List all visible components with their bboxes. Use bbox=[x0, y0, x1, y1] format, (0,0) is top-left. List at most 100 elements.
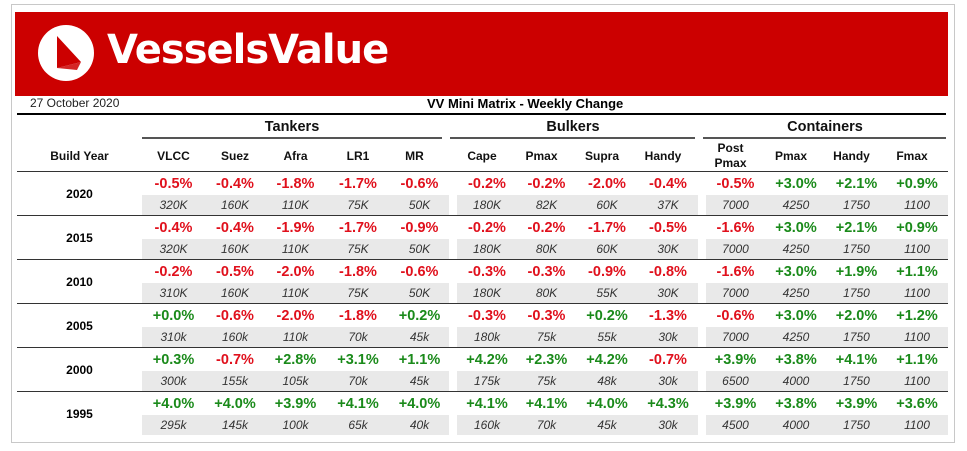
matrix-row-2020: 2020 -0.5% -0.4% -1.8% -1.7% -0.6% -0.2% -0.2% -… bbox=[17, 171, 948, 216]
matrix-size-row-1995: 295k 145k 100k 65k 40k 160k 70k 45k 30k 4500 4000 1… bbox=[17, 415, 948, 435]
col-header-lr1: LR1 bbox=[346, 149, 370, 163]
weekly-change-cell: +4.1% bbox=[827, 347, 886, 371]
weekly-change-cell: +3.8% bbox=[765, 347, 827, 371]
vessel-size-cell: 60K bbox=[576, 195, 638, 216]
weekly-change-cell: +3.0% bbox=[765, 171, 827, 195]
weekly-change-cell: -0.2% bbox=[142, 259, 205, 283]
vessel-size-cell: 4250 bbox=[765, 239, 827, 260]
group-gap bbox=[449, 303, 457, 327]
weekly-change-cell: +2.8% bbox=[265, 347, 326, 371]
weekly-change-cell: -0.3% bbox=[457, 259, 517, 283]
build-year-cell: 2000 bbox=[17, 347, 142, 392]
col-header-vlcc: VLCC bbox=[157, 149, 190, 163]
weekly-change-cell: -0.6% bbox=[706, 303, 765, 327]
group-gap bbox=[449, 371, 457, 392]
vessel-size-cell: 82K bbox=[517, 195, 576, 216]
vessel-size-cell: 160k bbox=[457, 415, 517, 435]
vessel-size-cell: 180K bbox=[457, 239, 517, 260]
weekly-change-cell: +2.0% bbox=[827, 303, 886, 327]
weekly-change-cell: -0.9% bbox=[576, 259, 638, 283]
group-gap bbox=[698, 215, 706, 239]
weekly-change-cell: -1.7% bbox=[576, 215, 638, 239]
build-year-cell: 2015 bbox=[17, 215, 142, 260]
weekly-change-cell: -0.4% bbox=[638, 171, 698, 195]
col-header-cape: Cape bbox=[467, 149, 497, 163]
vessel-size-cell: 6500 bbox=[706, 371, 765, 392]
weekly-change-cell: +3.9% bbox=[706, 391, 765, 415]
weekly-change-cell: +4.0% bbox=[390, 391, 449, 415]
vessel-size-cell: 110K bbox=[265, 239, 326, 260]
vessel-size-cell: 1100 bbox=[886, 239, 948, 260]
weekly-change-cell: -1.7% bbox=[326, 171, 390, 195]
weekly-change-cell: +1.1% bbox=[886, 347, 948, 371]
weekly-change-cell: +4.0% bbox=[576, 391, 638, 415]
group-gap bbox=[449, 415, 457, 435]
weekly-change-cell: -2.0% bbox=[265, 259, 326, 283]
vessel-size-cell: 160k bbox=[205, 327, 265, 348]
weekly-change-cell: -0.8% bbox=[638, 259, 698, 283]
weekly-change-cell: +0.9% bbox=[886, 215, 948, 239]
weekly-change-cell: -0.5% bbox=[638, 215, 698, 239]
group-gap bbox=[449, 391, 457, 415]
vessel-size-cell: 320K bbox=[142, 195, 205, 216]
matrix-row-2005: 2005 +0.0% -0.6% -2.0% -1.8% +0.2% -0.3% -0.3% +… bbox=[17, 303, 948, 348]
col-header-handy-container: Handy bbox=[833, 149, 870, 163]
group-underline-tankers bbox=[142, 137, 442, 139]
vessel-size-cell: 80K bbox=[517, 283, 576, 304]
col-header-suez: Suez bbox=[220, 149, 249, 163]
weekly-change-cell: +4.3% bbox=[638, 391, 698, 415]
group-underline-bulkers bbox=[450, 137, 695, 139]
weekly-change-cell: +3.8% bbox=[765, 391, 827, 415]
weekly-change-cell: +0.0% bbox=[142, 303, 205, 327]
weekly-change-cell: +0.2% bbox=[390, 303, 449, 327]
weekly-change-cell: +3.0% bbox=[765, 215, 827, 239]
weekly-change-cell: -0.2% bbox=[457, 171, 517, 195]
build-year-cell: 2020 bbox=[17, 171, 142, 216]
vessel-size-cell: 70k bbox=[326, 371, 390, 392]
vessel-size-cell: 7000 bbox=[706, 239, 765, 260]
weekly-change-cell: +3.9% bbox=[265, 391, 326, 415]
weekly-change-cell: -0.4% bbox=[205, 171, 265, 195]
col-header-handy-bulker: Handy bbox=[644, 149, 682, 163]
col-header-fmax: Fmax bbox=[896, 149, 928, 163]
weekly-change-cell: -1.6% bbox=[706, 259, 765, 283]
vessel-size-cell: 155k bbox=[205, 371, 265, 392]
col-header-mr: MR bbox=[405, 149, 424, 163]
group-gap bbox=[698, 347, 706, 371]
vessel-size-cell: 75K bbox=[326, 195, 390, 216]
weekly-change-cell: -0.3% bbox=[457, 303, 517, 327]
vessel-size-cell: 65k bbox=[326, 415, 390, 435]
vesselsvalue-logo-icon bbox=[38, 25, 94, 81]
group-gap bbox=[698, 195, 706, 216]
weekly-change-cell: -1.8% bbox=[265, 171, 326, 195]
vessel-size-cell: 40k bbox=[390, 415, 449, 435]
build-year-cell: 2010 bbox=[17, 259, 142, 304]
weekly-change-cell: -0.7% bbox=[638, 347, 698, 371]
weekly-change-cell: +3.9% bbox=[827, 391, 886, 415]
vessel-size-cell: 145k bbox=[205, 415, 265, 435]
weekly-change-cell: +4.0% bbox=[205, 391, 265, 415]
brand-banner bbox=[15, 12, 948, 96]
vessel-size-cell: 160K bbox=[205, 239, 265, 260]
weekly-change-cell: -0.7% bbox=[205, 347, 265, 371]
vessel-size-cell: 4250 bbox=[765, 195, 827, 216]
group-gap bbox=[449, 327, 457, 348]
weekly-change-cell: +4.1% bbox=[457, 391, 517, 415]
weekly-change-cell: -0.6% bbox=[390, 171, 449, 195]
weekly-change-cell: +3.0% bbox=[765, 303, 827, 327]
vessel-size-cell: 1750 bbox=[827, 195, 886, 216]
vessel-size-cell: 310K bbox=[142, 283, 205, 304]
vessel-size-cell: 50K bbox=[390, 283, 449, 304]
vessel-size-cell: 60K bbox=[576, 239, 638, 260]
weekly-change-cell: +3.9% bbox=[706, 347, 765, 371]
col-header-post-pmax: Post Pmax bbox=[714, 141, 747, 170]
group-gap bbox=[698, 259, 706, 283]
group-gap bbox=[449, 171, 457, 195]
weekly-change-cell: +0.3% bbox=[142, 347, 205, 371]
weekly-change-cell: -1.7% bbox=[326, 215, 390, 239]
weekly-change-cell: -0.3% bbox=[517, 303, 576, 327]
vessel-size-cell: 320K bbox=[142, 239, 205, 260]
weekly-change-cell: -0.5% bbox=[142, 171, 205, 195]
weekly-change-cell: -0.5% bbox=[706, 171, 765, 195]
weekly-change-cell: +4.1% bbox=[326, 391, 390, 415]
